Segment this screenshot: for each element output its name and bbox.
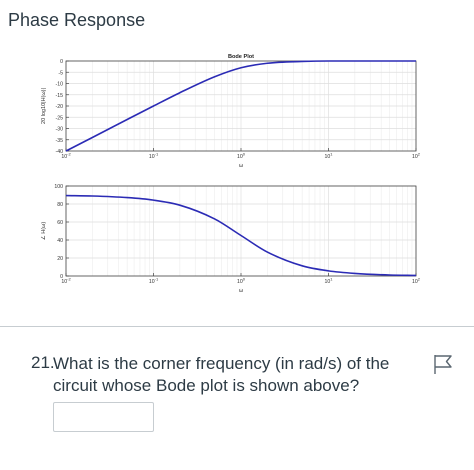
answer-input[interactable] bbox=[53, 402, 154, 432]
chart2-x-tick-label: 10-2 bbox=[61, 277, 71, 286]
chart2-y-axis-label: ∠ H(ω) bbox=[40, 222, 47, 241]
chart1-y-tick-label: -15 bbox=[56, 93, 64, 99]
chart1-title: Bode Plot bbox=[228, 54, 254, 60]
chart2-series-line bbox=[65, 194, 417, 277]
chart1-x-tick-label: 102 bbox=[412, 152, 421, 161]
chart1-x-axis-label: ω bbox=[239, 163, 244, 169]
chart2-y-tick-label: 40 bbox=[57, 238, 63, 244]
chart1-y-tick-label: -25 bbox=[56, 115, 64, 121]
chart2-x-tick-label: 102 bbox=[412, 277, 421, 286]
chart1-y-tick-label: -10 bbox=[56, 82, 64, 88]
chart1-y-tick-label: -40 bbox=[56, 149, 64, 155]
chart2-x-tick-label: 101 bbox=[324, 277, 333, 286]
chart2-y-tick-label: 0 bbox=[60, 274, 63, 280]
chart2-x-tick-label: 100 bbox=[237, 277, 246, 286]
chart1-x-tick-label: 101 bbox=[324, 152, 333, 161]
chart1-y-tick-label: 0 bbox=[60, 59, 63, 65]
chart1-series-line bbox=[65, 60, 416, 152]
chart2-y-tick-label: 20 bbox=[57, 256, 63, 262]
flag-icon[interactable] bbox=[432, 353, 454, 375]
chart1-y-tick-label: -35 bbox=[56, 138, 64, 144]
chart2-y-tick-label: 60 bbox=[57, 220, 63, 226]
chart2-y-tick-label: 80 bbox=[57, 202, 63, 208]
chart2-y-tick-label: 100 bbox=[54, 184, 63, 190]
chart2-x-tick-label: 10-1 bbox=[149, 277, 159, 286]
chart1-x-tick-label: 100 bbox=[237, 152, 246, 161]
chart1-x-tick-label: 10-1 bbox=[149, 152, 159, 161]
chart1-y-axis-label: 20 log10|H(ω)| bbox=[41, 88, 47, 124]
section-divider bbox=[0, 326, 474, 327]
chart1-y-tick-label: -20 bbox=[56, 104, 64, 110]
chart1-y-tick-label: -30 bbox=[56, 127, 64, 133]
chart2-x-axis-label: ω bbox=[239, 288, 244, 294]
question-number: 21. bbox=[31, 353, 55, 372]
page-title: Phase Response bbox=[8, 10, 146, 30]
question-text: What is the corner frequency (in rad/s) … bbox=[53, 354, 390, 395]
chart1-y-tick-label: -5 bbox=[58, 70, 63, 76]
chart1-x-tick-label: 10-2 bbox=[61, 152, 71, 161]
